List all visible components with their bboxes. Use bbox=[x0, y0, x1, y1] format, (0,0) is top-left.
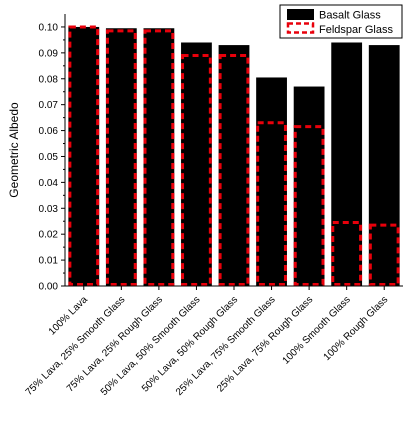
bar-basalt bbox=[181, 42, 212, 286]
y-axis-ticks: 0.00 0.01 0.02 0.03 0.04 0.05 0.06 0.07 0.08 0.09… bbox=[39, 22, 65, 293]
y-tick-label: 0.07 bbox=[39, 100, 59, 111]
y-tick-label: 0.04 bbox=[39, 178, 59, 189]
y-tick-label: 0.01 bbox=[39, 256, 59, 267]
bar-feldspar bbox=[68, 25, 100, 286]
bar-basalt bbox=[293, 86, 325, 287]
y-axis-label: Geometric Albedo bbox=[7, 102, 21, 198]
y-tick-label: 0.00 bbox=[39, 282, 59, 293]
x-tick-label: 100% Smooth Glass bbox=[281, 294, 353, 366]
bar-basalt bbox=[143, 28, 175, 286]
legend-label-feldspar: Feldspar Glass bbox=[319, 24, 393, 36]
basalt-bars bbox=[68, 26, 400, 287]
bar-feldspar bbox=[293, 125, 325, 286]
y-tick-label: 0.09 bbox=[39, 48, 59, 59]
y-tick-label: 0.06 bbox=[39, 126, 59, 137]
feldspar-bars bbox=[68, 25, 400, 287]
bar-basalt bbox=[218, 45, 250, 287]
bar-basalt bbox=[105, 28, 137, 286]
bar-feldspar bbox=[218, 53, 250, 287]
bar-basalt bbox=[331, 42, 363, 286]
bar-feldspar bbox=[331, 221, 363, 287]
legend-label-basalt: Basalt Glass bbox=[319, 10, 381, 22]
bar-basalt bbox=[368, 45, 400, 287]
bar-feldspar bbox=[256, 121, 287, 286]
legend-swatch-feldspar bbox=[286, 22, 315, 34]
y-tick-label: 0.05 bbox=[39, 152, 59, 163]
bar-feldspar bbox=[143, 29, 175, 287]
y-tick-label: 0.02 bbox=[39, 230, 59, 241]
bar-basalt bbox=[68, 26, 100, 286]
bar-basalt bbox=[256, 77, 287, 286]
x-tick-label: 100% Rough Glass bbox=[322, 294, 391, 363]
bar-feldspar bbox=[105, 29, 137, 287]
y-tick-label: 0.03 bbox=[39, 204, 59, 215]
legend-swatch-basalt bbox=[287, 9, 314, 20]
legend: Basalt Glass Feldspar Glass bbox=[279, 4, 403, 39]
bar-feldspar bbox=[181, 53, 212, 287]
bar-feldspar bbox=[368, 223, 400, 286]
y-tick-label: 0.08 bbox=[39, 74, 59, 85]
y-tick-label: 0.10 bbox=[39, 22, 59, 33]
